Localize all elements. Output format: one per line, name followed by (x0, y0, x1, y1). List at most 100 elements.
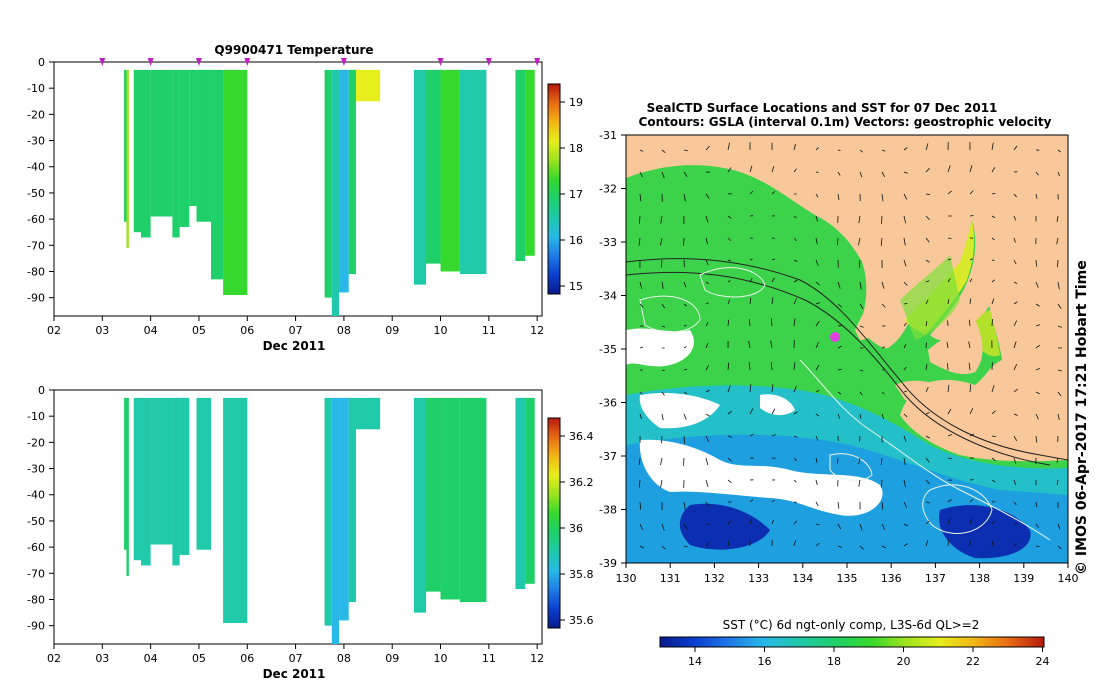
velocity-vector (639, 149, 644, 152)
velocity-vector (837, 545, 842, 548)
velocity-vector (815, 413, 820, 417)
section-column (331, 397, 340, 644)
sst-colorbar-tick-label: 16 (758, 655, 772, 668)
section-column (140, 397, 151, 566)
map-y-tick-label: -32 (599, 183, 617, 196)
velocity-vector (946, 341, 949, 349)
section-column (133, 69, 141, 233)
velocity-vector (1057, 391, 1062, 397)
velocity-vector (793, 539, 797, 547)
y-tick-label: 0 (38, 384, 45, 397)
velocity-vector (1056, 237, 1059, 245)
y-tick-label: -40 (27, 161, 45, 174)
section-column (525, 397, 535, 584)
velocity-vector (815, 365, 820, 371)
x-tick-label: 03 (95, 652, 109, 665)
imos-credit-label: © IMOS 06-Apr-2017 17:21 Hobart Time (1074, 260, 1090, 575)
velocity-vector (1035, 324, 1041, 327)
velocity-vector (1056, 479, 1059, 486)
x-tick-label: 07 (289, 324, 303, 337)
velocity-vector (705, 413, 710, 417)
profile-marker (195, 58, 202, 66)
velocity-vector (837, 193, 840, 201)
velocity-vector (815, 341, 819, 349)
velocity-vector (748, 319, 751, 327)
profile-markers (99, 58, 541, 66)
velocity-vector (858, 259, 861, 268)
velocity-vector (770, 318, 773, 327)
velocity-vector (683, 193, 686, 202)
velocity-vector (925, 364, 928, 371)
velocity-vector (881, 303, 886, 308)
velocity-vector (748, 340, 751, 349)
velocity-vector (903, 171, 908, 174)
no-data-patch (626, 328, 694, 367)
section-column (126, 69, 129, 248)
velocity-vector (991, 520, 995, 525)
velocity-vector (903, 259, 907, 267)
velocity-vector (1057, 523, 1061, 530)
velocity-vector (859, 391, 863, 396)
velocity-vector (1013, 388, 1018, 393)
velocity-vector (639, 281, 643, 289)
velocity-vector (771, 277, 775, 283)
x-tick-label: 05 (192, 324, 206, 337)
velocity-vector (1035, 545, 1040, 547)
velocity-vector (661, 523, 665, 531)
colorbar-tick-label: 18 (569, 142, 583, 155)
colorbar-tick-label: 35.6 (569, 614, 594, 627)
map-title: SealCTD Surface Locations and SST for 07… (647, 101, 998, 115)
velocity-vector (771, 297, 774, 305)
velocity-vector (815, 281, 820, 286)
velocity-vector (661, 545, 666, 550)
velocity-vector (815, 501, 819, 507)
sst-colorbar-tick-label: 20 (897, 655, 911, 668)
velocity-vector (991, 237, 995, 241)
velocity-vector (793, 143, 796, 151)
velocity-vector (661, 149, 666, 153)
velocity-vector (859, 303, 864, 309)
velocity-vector (968, 319, 971, 327)
velocity-vector (1035, 413, 1039, 420)
velocity-vector (859, 171, 863, 178)
velocity-vector (903, 344, 907, 349)
map-x-tick-label: 135 (837, 572, 858, 585)
velocity-vector (727, 299, 731, 305)
velocity-vector (705, 259, 709, 266)
velocity-vector (991, 410, 996, 415)
velocity-vector (815, 523, 820, 526)
gsla-contour (799, 359, 1051, 541)
velocity-vector (771, 519, 774, 525)
velocity-vector (727, 319, 730, 327)
map-field (626, 135, 1068, 563)
colorbar-tick-label: 16 (569, 234, 583, 247)
section-column (355, 397, 381, 430)
velocity-vector (683, 303, 688, 307)
velocity-vector (925, 168, 930, 173)
velocity-vector (727, 362, 730, 371)
velocity-vector (881, 391, 885, 395)
velocity-vector (837, 281, 841, 289)
kangaroo-island (895, 380, 945, 402)
velocity-vector (683, 368, 688, 371)
velocity-vector (683, 545, 688, 548)
y-tick-label: -60 (27, 213, 45, 226)
x-tick-label: 05 (192, 652, 206, 665)
velocity-vector (793, 215, 797, 219)
velocity-vector (1057, 303, 1062, 309)
velocity-vector (749, 297, 752, 305)
velocity-vector (969, 408, 974, 415)
velocity-vector (947, 190, 952, 195)
section-column (426, 69, 441, 264)
velocity-vector (638, 237, 641, 246)
section-column (440, 397, 460, 600)
temperature-y-axis: 0 -10 -20 -30 -40 -50 -60 -70 -80 -90 (27, 56, 54, 305)
velocity-vector (815, 302, 821, 305)
velocity-vector (881, 149, 886, 152)
velocity-vector (837, 391, 842, 395)
velocity-vector (969, 298, 972, 305)
velocity-vector (991, 215, 996, 219)
velocity-vector (837, 303, 842, 308)
velocity-vector (638, 479, 641, 488)
x-tick-label: 12 (530, 324, 544, 337)
